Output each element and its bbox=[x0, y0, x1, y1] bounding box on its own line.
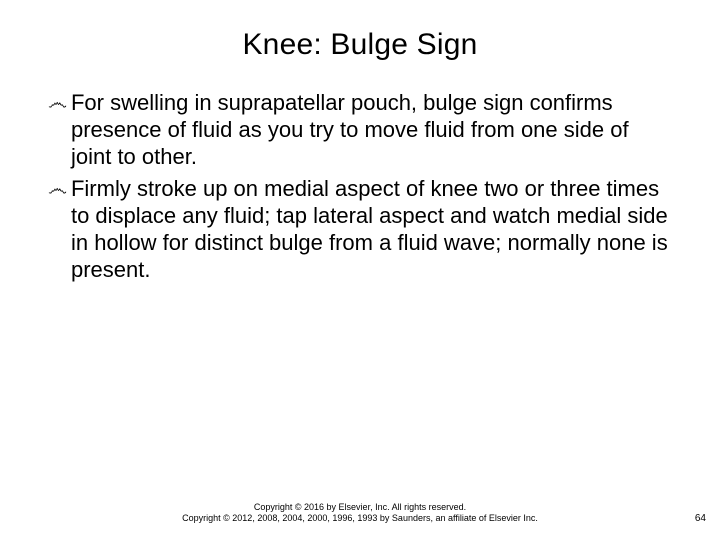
bullet-text: Firmly stroke up on medial aspect of kne… bbox=[71, 176, 674, 283]
footer-line-2: Copyright © 2012, 2008, 2004, 2000, 1996… bbox=[0, 513, 720, 524]
copyright-footer: Copyright © 2016 by Elsevier, Inc. All r… bbox=[0, 502, 720, 525]
bullet-text: For swelling in suprapatellar pouch, bul… bbox=[71, 90, 674, 170]
bullet-marker-icon: ෴ bbox=[48, 176, 67, 202]
slide-container: Knee: Bulge Sign ෴ For swelling in supra… bbox=[0, 0, 720, 540]
slide-title: Knee: Bulge Sign bbox=[36, 28, 684, 62]
bullet-item: ෴ Firmly stroke up on medial aspect of k… bbox=[48, 176, 674, 283]
bullet-marker-icon: ෴ bbox=[48, 90, 67, 116]
page-number: 64 bbox=[695, 513, 706, 524]
slide-content: ෴ For swelling in suprapatellar pouch, b… bbox=[36, 90, 684, 284]
footer-line-1: Copyright © 2016 by Elsevier, Inc. All r… bbox=[0, 502, 720, 513]
bullet-item: ෴ For swelling in suprapatellar pouch, b… bbox=[48, 90, 674, 170]
